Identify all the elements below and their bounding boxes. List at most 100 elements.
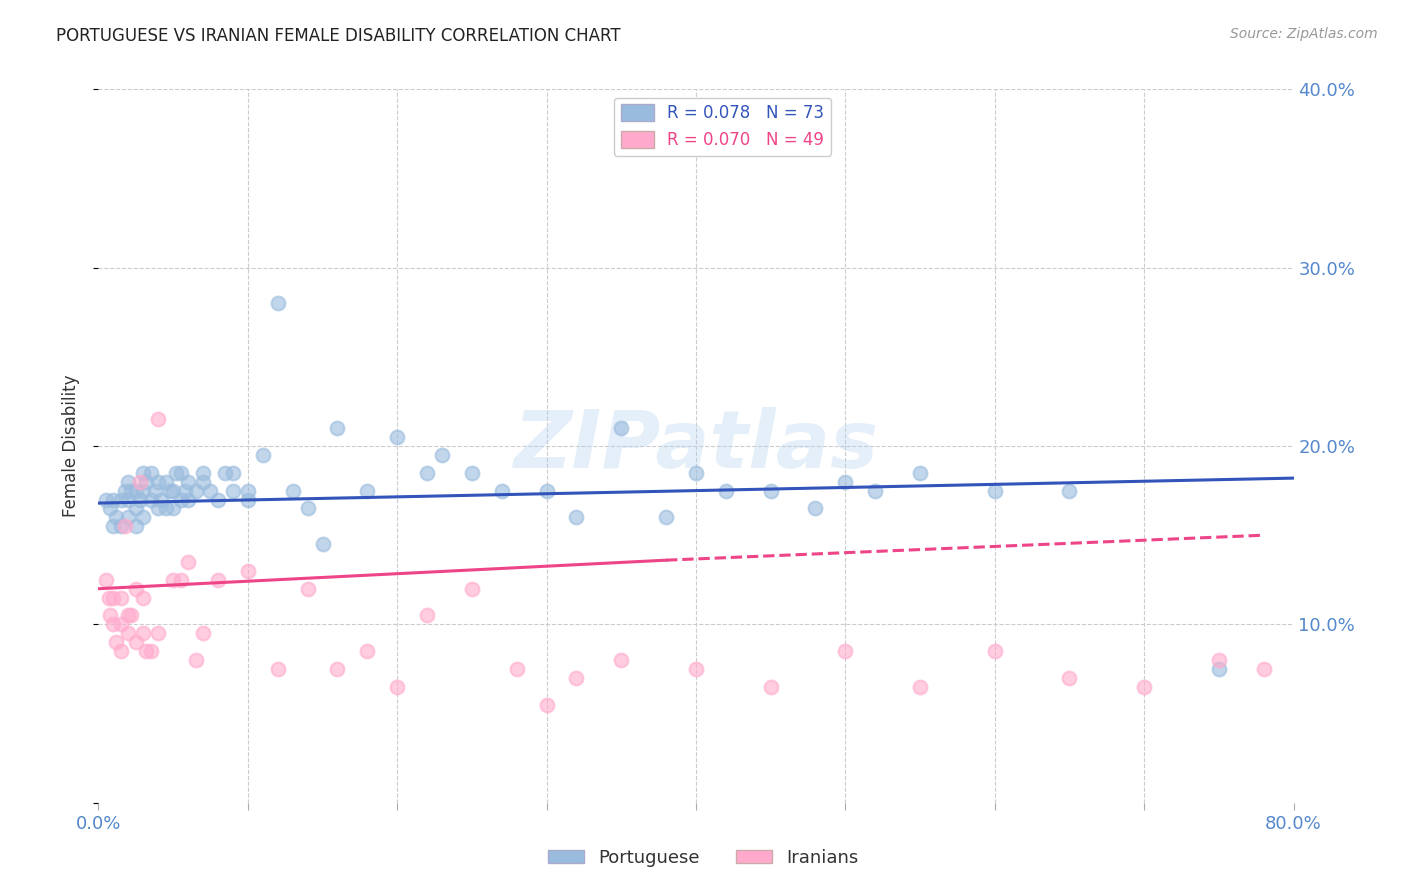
- Text: Source: ZipAtlas.com: Source: ZipAtlas.com: [1230, 27, 1378, 41]
- Point: [117, 492, 139, 507]
- Point: [105, 510, 128, 524]
- Point: [132, 483, 155, 498]
- Point: [1133, 680, 1156, 694]
- Point: [129, 492, 152, 507]
- Point: [865, 483, 887, 498]
- Point: [536, 483, 558, 498]
- Point: [984, 483, 1007, 498]
- Point: [385, 430, 409, 444]
- Point: [685, 466, 707, 480]
- Point: [191, 466, 214, 480]
- Point: [207, 573, 229, 587]
- Point: [94, 573, 117, 587]
- Point: [685, 662, 707, 676]
- Point: [326, 421, 349, 435]
- Point: [94, 492, 117, 507]
- Legend: Portuguese, Iranians: Portuguese, Iranians: [540, 842, 866, 874]
- Point: [148, 475, 170, 489]
- Point: [120, 608, 142, 623]
- Point: [103, 519, 125, 533]
- Point: [132, 466, 155, 480]
- Point: [1253, 662, 1275, 676]
- Point: [430, 448, 453, 462]
- Point: [461, 466, 484, 480]
- Point: [100, 501, 122, 516]
- Point: [125, 501, 148, 516]
- Point: [103, 591, 125, 605]
- Point: [281, 483, 304, 498]
- Point: [297, 582, 319, 596]
- Point: [135, 644, 157, 658]
- Point: [908, 680, 931, 694]
- Point: [125, 519, 148, 533]
- Point: [110, 519, 132, 533]
- Point: [162, 501, 184, 516]
- Point: [125, 635, 148, 649]
- Y-axis label: Female Disability: Female Disability: [62, 375, 80, 517]
- Point: [139, 644, 162, 658]
- Point: [214, 466, 236, 480]
- Point: [169, 466, 191, 480]
- Point: [105, 635, 128, 649]
- Point: [491, 483, 513, 498]
- Point: [117, 608, 139, 623]
- Text: PORTUGUESE VS IRANIAN FEMALE DISABILITY CORRELATION CHART: PORTUGUESE VS IRANIAN FEMALE DISABILITY …: [56, 27, 621, 45]
- Point: [97, 591, 120, 605]
- Point: [139, 492, 162, 507]
- Point: [252, 448, 274, 462]
- Point: [565, 510, 588, 524]
- Point: [191, 626, 214, 640]
- Point: [143, 483, 166, 498]
- Point: [169, 573, 191, 587]
- Point: [356, 644, 378, 658]
- Point: [125, 582, 148, 596]
- Point: [222, 483, 245, 498]
- Point: [132, 591, 155, 605]
- Point: [416, 608, 439, 623]
- Point: [117, 626, 139, 640]
- Point: [1208, 653, 1230, 667]
- Point: [103, 492, 125, 507]
- Point: [536, 698, 558, 712]
- Point: [174, 483, 197, 498]
- Point: [461, 582, 484, 596]
- Point: [125, 483, 148, 498]
- Point: [908, 466, 931, 480]
- Point: [506, 662, 529, 676]
- Point: [610, 421, 633, 435]
- Point: [110, 591, 132, 605]
- Point: [148, 626, 170, 640]
- Point: [385, 680, 409, 694]
- Point: [177, 475, 200, 489]
- Point: [655, 510, 678, 524]
- Point: [1059, 671, 1081, 685]
- Point: [150, 492, 173, 507]
- Point: [326, 662, 349, 676]
- Point: [1208, 662, 1230, 676]
- Point: [834, 644, 856, 658]
- Point: [132, 510, 155, 524]
- Point: [117, 475, 139, 489]
- Point: [114, 519, 136, 533]
- Point: [191, 475, 214, 489]
- Point: [759, 680, 782, 694]
- Point: [165, 466, 187, 480]
- Point: [200, 483, 222, 498]
- Point: [135, 475, 157, 489]
- Point: [356, 483, 378, 498]
- Point: [177, 555, 200, 569]
- Point: [184, 483, 207, 498]
- Point: [267, 296, 290, 310]
- Point: [222, 466, 245, 480]
- Point: [236, 483, 259, 498]
- Point: [804, 501, 827, 516]
- Point: [103, 617, 125, 632]
- Point: [162, 573, 184, 587]
- Point: [1059, 483, 1081, 498]
- Point: [155, 501, 177, 516]
- Point: [159, 483, 181, 498]
- Point: [834, 475, 856, 489]
- Point: [311, 537, 333, 551]
- Point: [267, 662, 290, 676]
- Point: [114, 483, 136, 498]
